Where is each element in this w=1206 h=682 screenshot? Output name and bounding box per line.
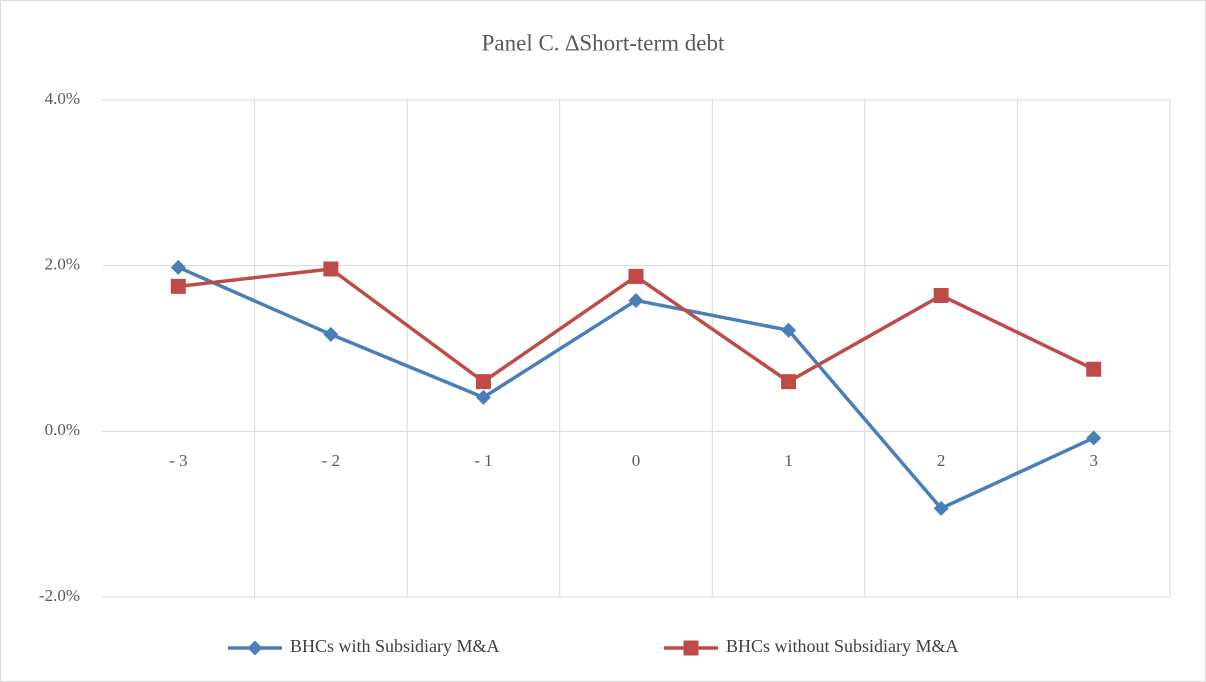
legend-label: BHCs without Subsidiary M&A — [726, 636, 959, 656]
series-marker — [933, 287, 949, 303]
series-marker — [781, 322, 797, 338]
legend-marker — [683, 640, 699, 656]
series-marker — [781, 374, 797, 390]
x-tick-label: - 2 — [322, 451, 340, 470]
y-tick-label: 0.0% — [45, 420, 80, 439]
x-tick-label: - 1 — [474, 451, 492, 470]
series-marker — [1086, 430, 1102, 446]
chart-title: Panel C. ∆Short-term debt — [482, 30, 725, 55]
x-tick-label: 2 — [937, 451, 946, 470]
x-tick-label: - 3 — [169, 451, 187, 470]
y-tick-label: -2.0% — [39, 586, 80, 605]
legend-label: BHCs with Subsidiary M&A — [290, 636, 500, 656]
series-marker — [628, 292, 644, 308]
x-tick-label: 0 — [632, 451, 641, 470]
series-marker — [323, 261, 339, 277]
x-tick-label: 3 — [1089, 451, 1098, 470]
series-marker — [170, 278, 186, 294]
y-tick-label: 2.0% — [45, 255, 80, 274]
x-tick-label: 1 — [784, 451, 793, 470]
y-tick-label: 4.0% — [45, 89, 80, 108]
series-marker — [323, 326, 339, 342]
series-marker — [475, 389, 491, 405]
series-marker — [1086, 361, 1102, 377]
series-marker — [628, 268, 644, 284]
series-marker — [475, 374, 491, 390]
series-marker — [933, 500, 949, 516]
series-marker — [170, 259, 186, 275]
legend-marker — [247, 640, 263, 656]
